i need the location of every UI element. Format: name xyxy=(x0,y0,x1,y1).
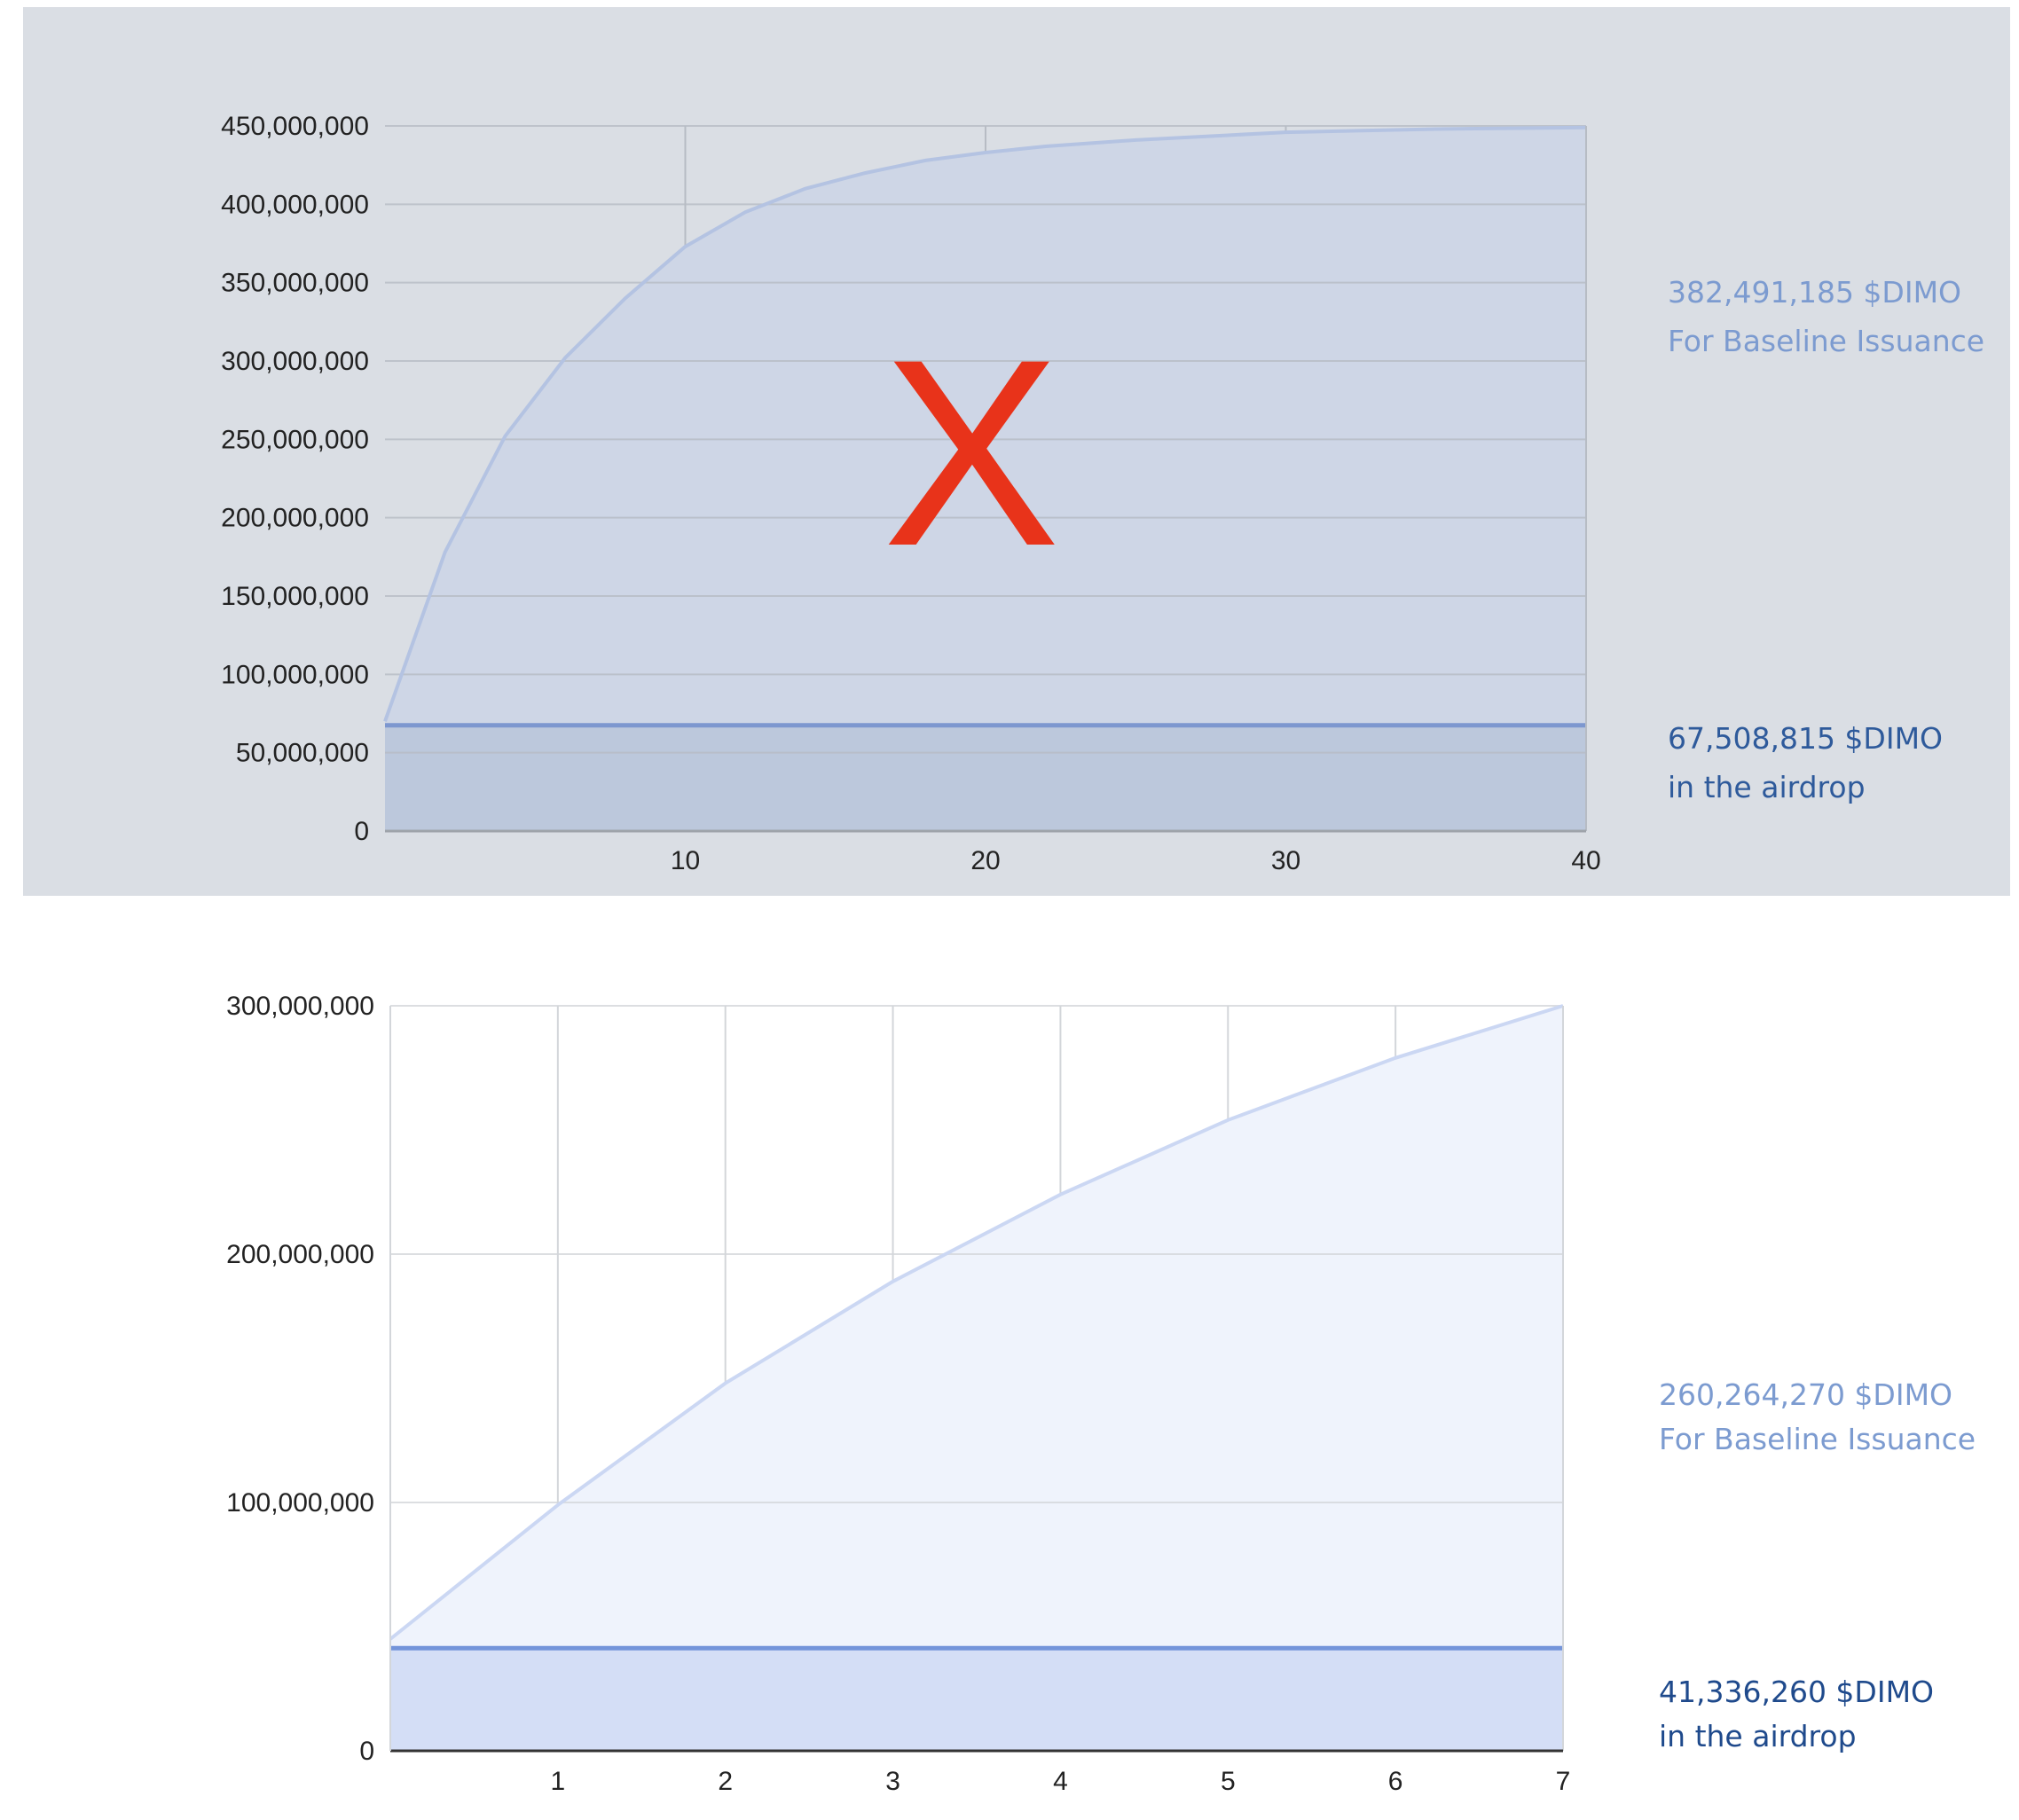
top-y-tick-label: 150,000,000 xyxy=(221,582,369,611)
bottom-series-1-line xyxy=(389,1004,1564,1641)
bottom-y-tick-label: 100,000,000 xyxy=(226,1488,374,1518)
top-y-tick-label: 200,000,000 xyxy=(221,504,369,533)
bottom-x-tick-label: 3 xyxy=(885,1767,900,1796)
bottom-y-tick-label: 300,000,000 xyxy=(226,992,374,1021)
top-y-tick-label: 300,000,000 xyxy=(221,347,369,376)
top-baseline-value: 382,491,185 $DIMO xyxy=(1668,275,1962,310)
top-y-tick-label: 250,000,000 xyxy=(221,425,369,454)
bottom-series-1-area xyxy=(390,1006,1563,1751)
top-series-2-area xyxy=(385,725,1586,831)
rejected-x-mark: X xyxy=(883,303,1061,601)
top-baseline-caption: For Baseline Issuance xyxy=(1668,324,1985,358)
bottom-series-2-area xyxy=(390,1648,1563,1751)
top-y-tick-label: 50,000,000 xyxy=(236,739,369,768)
top-airdrop-caption: in the airdrop xyxy=(1668,770,1866,804)
top-series-1-area xyxy=(385,127,1586,832)
top-y-tick-label: 350,000,000 xyxy=(221,269,369,298)
top-x-tick-label: 20 xyxy=(970,846,1000,875)
bottom-y-tick-label: 200,000,000 xyxy=(226,1240,374,1269)
bottom-chart: 0 100,000,000 200,000,000 300,000,000 1 2 3 4 5 6… xyxy=(226,992,1570,1796)
top-x-tick-label: 40 xyxy=(1571,846,1600,875)
top-chart: 0 50,000,000 100,000,000 150,000,000 200,000… xyxy=(221,112,1601,875)
bottom-y-tick-label: 0 xyxy=(359,1737,374,1766)
bottom-airdrop-value: 41,336,260 $DIMO xyxy=(1659,1675,1935,1709)
top-y-tick-label: 450,000,000 xyxy=(221,112,369,141)
top-airdrop-value: 67,508,815 $DIMO xyxy=(1668,721,1944,756)
bottom-baseline-value: 260,264,270 $DIMO xyxy=(1659,1377,1953,1412)
bottom-baseline-caption: For Baseline Issuance xyxy=(1659,1422,1976,1456)
bottom-x-tick-label: 6 xyxy=(1388,1767,1403,1796)
top-x-tick-label: 30 xyxy=(1271,846,1300,875)
top-series-1-line xyxy=(383,125,1587,722)
top-airdrop-annotation: 67,508,815 $DIMO in the airdrop xyxy=(1668,714,1943,812)
bottom-x-tick-label: 5 xyxy=(1221,1767,1236,1796)
top-x-tick-label: 10 xyxy=(671,846,700,875)
bottom-x-tick-label: 4 xyxy=(1053,1767,1068,1796)
top-baseline-annotation: 382,491,185 $DIMO For Baseline Issuance xyxy=(1668,268,1984,365)
bottom-x-tick-label: 2 xyxy=(718,1767,733,1796)
bottom-x-tick-label: 7 xyxy=(1556,1767,1571,1796)
top-y-tick-label: 100,000,000 xyxy=(221,660,369,689)
top-y-tick-label: 400,000,000 xyxy=(221,190,369,219)
top-y-tick-label: 0 xyxy=(354,817,369,846)
bottom-baseline-annotation: 260,264,270 $DIMO For Baseline Issuance xyxy=(1659,1373,1976,1462)
bottom-x-tick-label: 1 xyxy=(551,1767,566,1796)
bottom-airdrop-annotation: 41,336,260 $DIMO in the airdrop xyxy=(1659,1670,1934,1759)
bottom-airdrop-caption: in the airdrop xyxy=(1659,1719,1857,1753)
